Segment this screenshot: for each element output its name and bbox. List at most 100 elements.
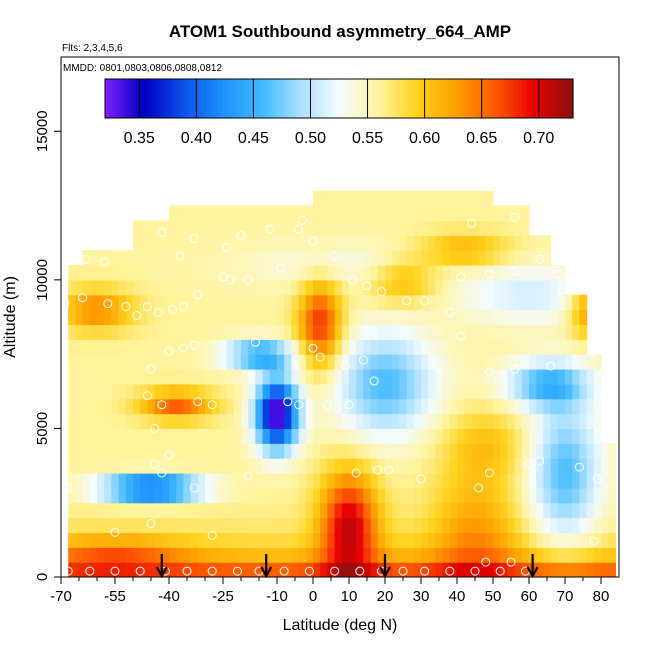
heatmap-cell (536, 517, 544, 534)
heatmap-cell (291, 473, 300, 489)
heatmap-cell (226, 443, 235, 459)
heatmap-cell (169, 428, 177, 444)
sample-point (294, 400, 304, 410)
heatmap-cell (327, 354, 336, 370)
colorbar-swatch (420, 79, 426, 118)
colorbar-swatch (374, 79, 379, 118)
heatmap-cell (219, 250, 228, 266)
heatmap-cell (169, 562, 177, 577)
heatmap-cell (82, 428, 91, 444)
heatmap-cell (154, 339, 163, 355)
heatmap-cell (385, 383, 393, 400)
sample-point (330, 251, 340, 261)
heatmap-cell (521, 517, 530, 534)
heatmap-cell (435, 369, 444, 385)
heatmap-cell (449, 383, 458, 400)
heatmap-cell (133, 398, 141, 415)
heatmap-cell (349, 383, 357, 400)
heatmap-cell (154, 354, 163, 370)
heatmap-cell (147, 383, 156, 400)
heatmap-cell (521, 487, 530, 504)
heatmap-cell (291, 547, 300, 563)
heatmap-cell (176, 443, 184, 459)
heatmap-cell (313, 279, 321, 296)
heatmap-cell (500, 487, 508, 504)
heatmap-cell (413, 398, 422, 415)
heatmap-cell (219, 294, 228, 311)
heatmap-cell (579, 354, 588, 370)
heatmap-cell (521, 354, 530, 370)
heatmap-cell (104, 309, 112, 326)
heatmap-cell (392, 562, 400, 577)
heatmap-cell (442, 502, 451, 519)
heatmap-cell (363, 532, 372, 548)
sample-point (456, 331, 466, 341)
heatmap-cell (406, 398, 415, 415)
sample-point (81, 254, 91, 264)
colorbar-swatch (225, 79, 231, 118)
sample-point (474, 483, 484, 493)
heatmap-cell (75, 339, 84, 355)
heatmap-cell (255, 279, 264, 296)
heatmap-cell (118, 383, 127, 400)
heatmap-cell (363, 473, 372, 489)
heatmap-cell (161, 354, 170, 370)
heatmap-cell (356, 473, 364, 489)
heatmap-cell (205, 309, 213, 326)
sample-point (466, 218, 476, 228)
colorbar-swatch (413, 79, 418, 118)
heatmap-cell (262, 517, 271, 534)
heatmap-cell (521, 220, 530, 236)
colorbar-tick-label: 0.40 (181, 130, 212, 147)
heatmap-cell (305, 309, 314, 326)
heatmap-cell (68, 324, 76, 340)
heatmap-cell (190, 265, 199, 281)
heatmap-cell (327, 473, 336, 489)
heatmap-cell (428, 354, 436, 370)
heatmap-cell (586, 532, 595, 548)
sample-point (351, 468, 361, 478)
heatmap-cell (219, 458, 228, 474)
heatmap-cell (334, 324, 343, 340)
heatmap-cell (601, 473, 609, 489)
heatmap-cell (320, 473, 328, 489)
heatmap-cell (147, 398, 156, 415)
heatmap-cell (327, 265, 336, 281)
flights-note: Flts: 2,3,4,5,6 (62, 43, 123, 54)
heatmap-cell (248, 502, 256, 519)
heatmap-cell (262, 205, 271, 222)
sample-point (510, 364, 520, 374)
heatmap-cell (327, 309, 336, 326)
heatmap-cell (183, 220, 192, 236)
heatmap-cell (169, 547, 177, 563)
heatmap-cell (298, 324, 307, 340)
heatmap-cell (543, 265, 552, 281)
colorbar-swatch (339, 79, 344, 118)
heatmap-cell (557, 309, 566, 326)
heatmap-cell (327, 502, 336, 519)
heatmap-cell (529, 369, 537, 385)
heatmap-cell (385, 339, 393, 355)
heatmap-cell (219, 205, 228, 222)
heatmap-cell (104, 324, 112, 340)
heatmap-cell (233, 398, 242, 415)
heatmap-cell (320, 324, 328, 340)
heatmap-cell (75, 279, 84, 296)
heatmap-cell (255, 369, 264, 385)
heatmap-cell (277, 205, 285, 222)
heatmap-cell (457, 339, 465, 355)
heatmap-cell (557, 428, 566, 444)
heatmap-cell (341, 562, 350, 577)
heatmap-cell (341, 265, 350, 281)
heatmap-cell (269, 428, 278, 444)
heatmap-cell (133, 443, 141, 459)
heatmap-cell (349, 250, 357, 266)
heatmap-cell (75, 398, 84, 415)
heatmap-cell (572, 532, 580, 548)
heatmap-cell (413, 428, 422, 444)
heatmap-cell (557, 398, 566, 415)
heatmap-cell (557, 473, 566, 489)
heatmap-cell (500, 458, 508, 474)
heatmap-cell (89, 309, 98, 326)
heatmap-cell (169, 205, 177, 222)
